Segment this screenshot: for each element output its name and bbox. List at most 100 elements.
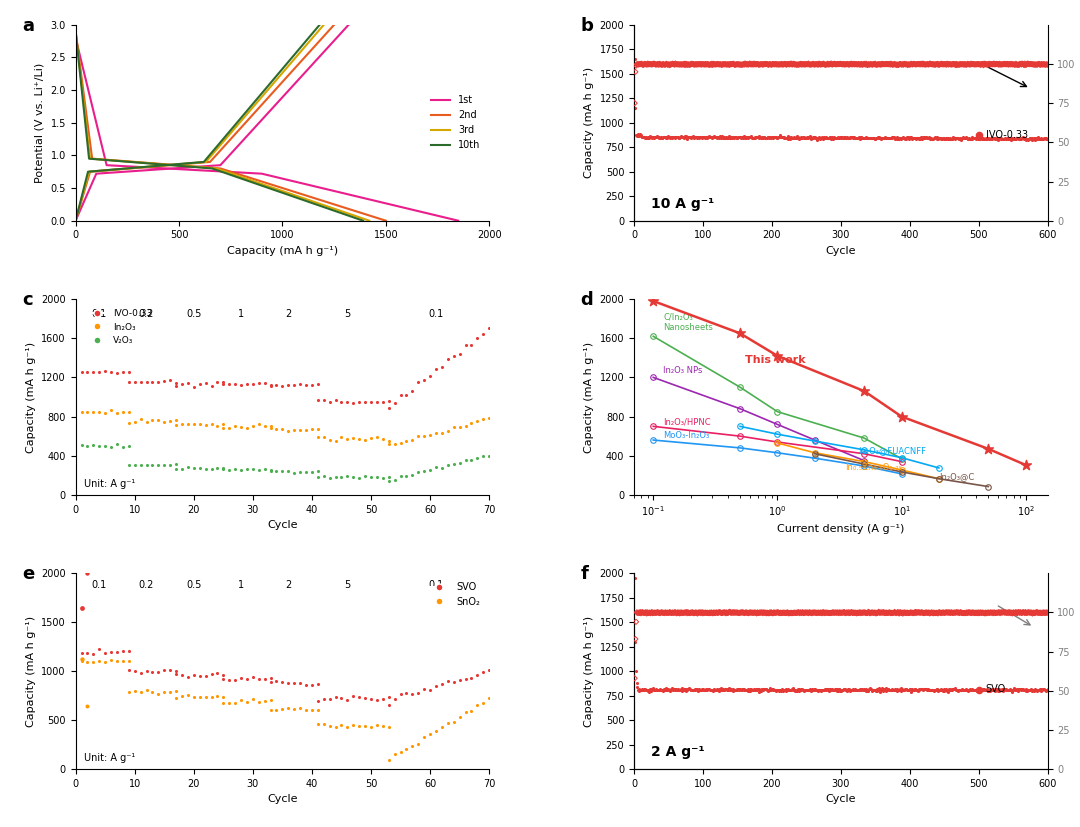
Point bbox=[903, 683, 920, 696]
Point bbox=[914, 684, 931, 697]
Point bbox=[842, 683, 860, 696]
Point bbox=[677, 57, 694, 70]
Point bbox=[729, 58, 746, 71]
Point bbox=[772, 684, 789, 697]
Text: 0.5: 0.5 bbox=[186, 308, 202, 318]
Point bbox=[380, 434, 397, 447]
Point bbox=[681, 58, 699, 71]
Point bbox=[397, 389, 415, 402]
Point bbox=[866, 57, 883, 70]
Point bbox=[754, 131, 771, 144]
Point bbox=[978, 131, 996, 145]
Point bbox=[998, 606, 1015, 619]
Point bbox=[380, 753, 397, 767]
Point bbox=[854, 58, 872, 71]
Point bbox=[666, 605, 684, 619]
Point bbox=[652, 606, 670, 619]
Point bbox=[1026, 58, 1043, 71]
Point bbox=[741, 131, 758, 144]
Point bbox=[664, 683, 681, 696]
Point bbox=[752, 606, 769, 619]
Point bbox=[1039, 683, 1056, 696]
Point bbox=[746, 131, 764, 144]
Text: SVO: SVO bbox=[986, 684, 1005, 694]
Point bbox=[676, 683, 693, 696]
Y-axis label: Potential (V vs. Li⁺/Li): Potential (V vs. Li⁺/Li) bbox=[35, 63, 45, 183]
Text: In₂O₃@C: In₂O₃@C bbox=[939, 471, 974, 480]
Point bbox=[815, 131, 833, 144]
Point bbox=[936, 683, 954, 696]
Point bbox=[630, 58, 647, 71]
Point bbox=[686, 606, 703, 619]
Point bbox=[874, 684, 891, 697]
Point bbox=[662, 131, 679, 144]
Point bbox=[676, 131, 693, 144]
Point bbox=[941, 132, 958, 146]
Point bbox=[811, 58, 828, 71]
Point bbox=[870, 58, 888, 71]
Point bbox=[753, 58, 770, 71]
Point bbox=[804, 682, 821, 696]
Point bbox=[626, 52, 644, 65]
Point bbox=[847, 606, 864, 619]
Point bbox=[963, 606, 981, 619]
Point bbox=[1030, 132, 1048, 146]
Point bbox=[788, 58, 806, 71]
Point bbox=[144, 686, 161, 699]
Point bbox=[950, 132, 968, 146]
Point bbox=[808, 606, 825, 619]
Point bbox=[704, 683, 721, 696]
Point bbox=[416, 683, 433, 696]
Point bbox=[913, 606, 930, 619]
Point bbox=[828, 131, 846, 145]
Point bbox=[877, 131, 894, 145]
Point bbox=[718, 131, 735, 144]
Point bbox=[936, 132, 954, 146]
Point bbox=[1038, 132, 1055, 146]
Point bbox=[927, 606, 944, 619]
Point bbox=[861, 682, 878, 696]
Point bbox=[812, 683, 829, 696]
Point bbox=[928, 131, 945, 145]
Point bbox=[941, 682, 958, 696]
Point bbox=[748, 683, 766, 696]
Point bbox=[975, 132, 993, 146]
Point bbox=[708, 130, 726, 143]
Point bbox=[891, 57, 908, 70]
Point bbox=[951, 684, 969, 697]
Point bbox=[966, 58, 983, 71]
Point bbox=[739, 682, 756, 696]
Point bbox=[632, 128, 649, 141]
Point bbox=[840, 605, 858, 619]
Point bbox=[627, 615, 645, 629]
Point bbox=[704, 606, 721, 619]
Point bbox=[1030, 606, 1048, 619]
Point bbox=[902, 683, 919, 696]
Point bbox=[738, 606, 755, 619]
Point bbox=[957, 682, 974, 696]
Point bbox=[843, 605, 861, 619]
Point bbox=[993, 131, 1010, 145]
Point bbox=[849, 683, 866, 696]
Point bbox=[715, 131, 732, 144]
Point bbox=[876, 131, 893, 145]
Point bbox=[351, 433, 368, 446]
Point bbox=[630, 129, 647, 142]
Point bbox=[921, 57, 939, 70]
Point bbox=[315, 431, 333, 444]
Point bbox=[1027, 131, 1044, 145]
Point bbox=[114, 406, 132, 419]
Point bbox=[876, 683, 893, 696]
Point bbox=[660, 606, 677, 619]
Point bbox=[677, 684, 694, 697]
Point bbox=[956, 57, 973, 70]
Point bbox=[303, 678, 321, 691]
Point bbox=[933, 57, 950, 70]
Point bbox=[919, 131, 936, 144]
Point bbox=[716, 683, 733, 696]
Point bbox=[756, 58, 773, 71]
Point bbox=[689, 685, 706, 698]
Point bbox=[762, 683, 780, 696]
Point bbox=[811, 606, 828, 619]
Point bbox=[671, 131, 688, 145]
